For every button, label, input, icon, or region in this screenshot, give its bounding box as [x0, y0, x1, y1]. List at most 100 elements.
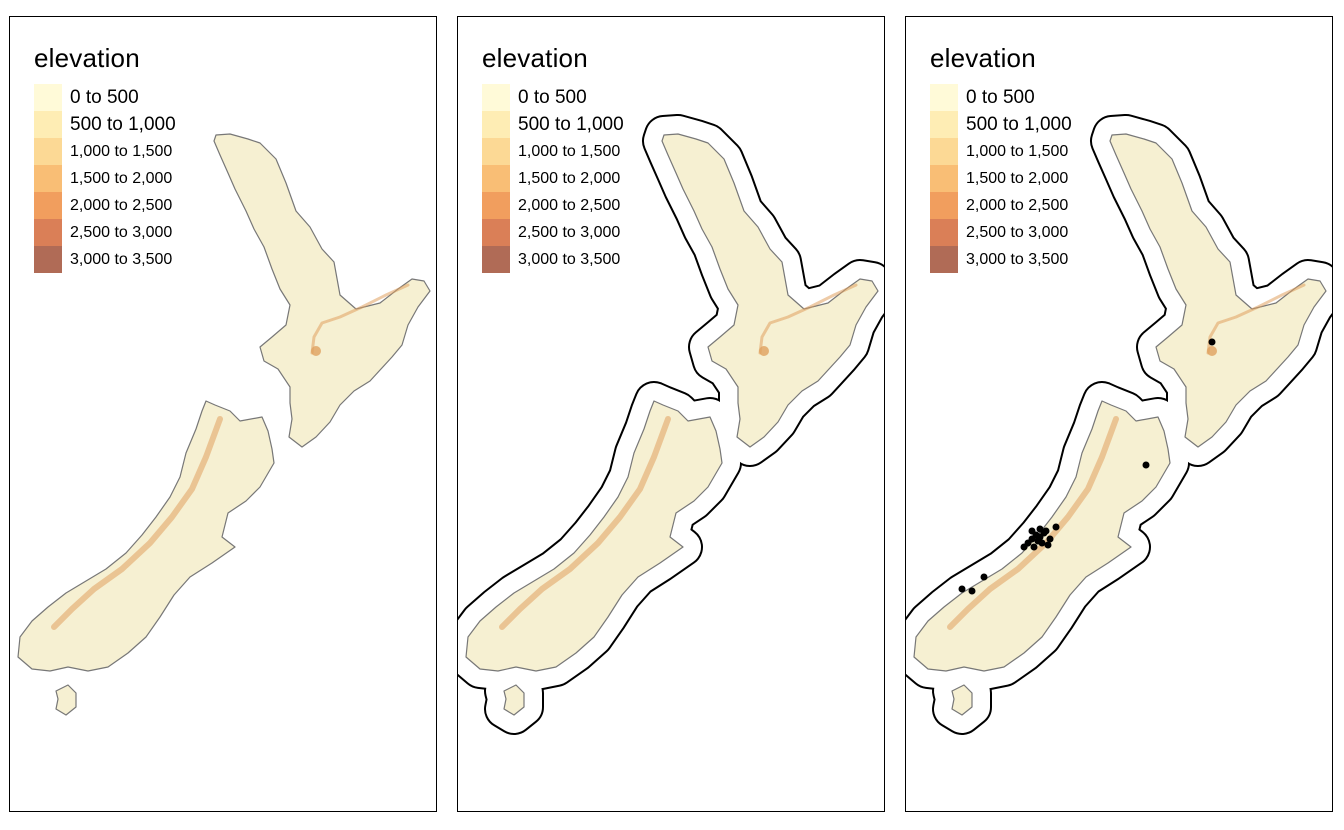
point-marker	[1208, 338, 1216, 346]
legend-label: 3,000 to 3,500	[70, 250, 173, 268]
point-marker	[1042, 527, 1050, 535]
legend-label: 500 to 1,000	[518, 113, 624, 135]
legend-item: 2,000 to 2,500	[930, 192, 1072, 219]
legend-item: 2,000 to 2,500	[482, 192, 624, 219]
legend-swatch	[34, 111, 62, 138]
legend-label: 2,500 to 3,000	[966, 223, 1069, 241]
elevation-buffer-map: elevation 0 to 500 500 to 1,000 1,000 to 1,…	[457, 16, 885, 812]
legend-label: 1,000 to 1,500	[966, 142, 1069, 160]
map-canvas	[458, 114, 884, 735]
legend-item: 2,500 to 3,000	[482, 219, 624, 246]
legend-label: 500 to 1,000	[966, 113, 1072, 135]
legend-label: 1,500 to 2,000	[518, 169, 621, 187]
legend-item: 500 to 1,000	[482, 111, 624, 138]
point-marker	[1046, 535, 1054, 543]
legend-item: 1,500 to 2,000	[930, 165, 1072, 192]
map-canvas	[906, 114, 1332, 735]
legend-item: 1,000 to 1,500	[482, 138, 624, 165]
legend-swatch	[930, 84, 958, 111]
legend-label: 0 to 500	[518, 86, 587, 108]
point-marker	[1036, 525, 1044, 533]
legend-title: elevation	[930, 43, 1036, 73]
legend-swatch	[34, 246, 62, 273]
legend-item: 3,000 to 3,500	[34, 246, 176, 273]
legend-title: elevation	[34, 43, 140, 73]
legend-swatch	[930, 192, 958, 219]
legend-label: 2,500 to 3,000	[70, 223, 173, 241]
legend-label: 3,000 to 3,500	[518, 250, 621, 268]
legend-label: 1,500 to 2,000	[70, 169, 173, 187]
legend-item: 1,500 to 2,000	[34, 165, 176, 192]
legend-swatch	[482, 219, 510, 246]
elevation-map: elevation 0 to 500 500 to 1,000 1,000 to 1,…	[9, 16, 437, 812]
central-ridge	[1206, 283, 1306, 355]
point-marker	[1044, 541, 1052, 549]
point-marker	[1030, 543, 1038, 551]
legend-item: 0 to 500	[34, 84, 176, 111]
volcanic-plateau	[311, 346, 321, 356]
legend-swatch	[930, 138, 958, 165]
legend-label: 2,000 to 2,500	[966, 196, 1069, 214]
legend-label: 3,000 to 3,500	[966, 250, 1069, 268]
legend-swatch	[482, 165, 510, 192]
point-marker	[968, 587, 976, 595]
volcanic-plateau	[759, 346, 769, 356]
legend-item: 1,000 to 1,500	[34, 138, 176, 165]
legend-item: 0 to 500	[930, 84, 1072, 111]
north-island	[661, 133, 879, 448]
legend-item: 1,500 to 2,000	[482, 165, 624, 192]
stewart-island	[55, 684, 77, 716]
north-island	[213, 133, 431, 448]
legend-item: 500 to 1,000	[930, 111, 1072, 138]
point-marker	[1020, 543, 1028, 551]
stewart-island	[503, 684, 525, 716]
volcanic-plateau	[1207, 346, 1217, 356]
legend-item: 0 to 500	[482, 84, 624, 111]
legend: elevation 0 to 500 500 to 1,000 1,000 to 1,…	[482, 43, 624, 273]
legend-label: 0 to 500	[966, 86, 1035, 108]
legend-item: 2,500 to 3,000	[930, 219, 1072, 246]
legend-swatch	[930, 219, 958, 246]
legend-swatch	[482, 192, 510, 219]
legend-swatch	[34, 165, 62, 192]
elevation-buffer-points-map: elevation 0 to 500 500 to 1,000 1,000 to 1,…	[905, 16, 1333, 812]
point-markers	[958, 338, 1216, 595]
legend-swatch	[482, 246, 510, 273]
legend-swatch	[482, 84, 510, 111]
point-marker	[1028, 527, 1036, 535]
legend-label: 2,500 to 3,000	[518, 223, 621, 241]
legend-item: 1,000 to 1,500	[930, 138, 1072, 165]
point-marker	[980, 573, 988, 581]
legend-swatch	[34, 138, 62, 165]
legend-swatch	[34, 219, 62, 246]
legend-swatch	[482, 138, 510, 165]
map-canvas	[17, 133, 431, 716]
point-marker	[1142, 461, 1150, 469]
legend-swatch	[930, 111, 958, 138]
stewart-island	[951, 684, 973, 716]
legend-swatch	[930, 246, 958, 273]
legend-label: 500 to 1,000	[70, 113, 176, 135]
legend-item: 2,500 to 3,000	[34, 219, 176, 246]
legend-item: 3,000 to 3,500	[930, 246, 1072, 273]
legend-item: 3,000 to 3,500	[482, 246, 624, 273]
north-island	[1109, 133, 1327, 448]
southern-alps-ridge	[51, 416, 223, 630]
legend-swatch	[34, 192, 62, 219]
southern-alps-ridge	[499, 416, 671, 630]
legend-label: 1,000 to 1,500	[70, 142, 173, 160]
legend-item: 500 to 1,000	[34, 111, 176, 138]
legend-label: 1,000 to 1,500	[518, 142, 621, 160]
legend-swatch	[34, 84, 62, 111]
legend-label: 2,000 to 2,500	[70, 196, 173, 214]
legend-swatch	[930, 165, 958, 192]
legend-title: elevation	[482, 43, 588, 73]
central-ridge	[758, 283, 858, 355]
central-ridge	[310, 283, 410, 355]
point-marker	[958, 585, 966, 593]
legend-label: 0 to 500	[70, 86, 139, 108]
legend: elevation 0 to 500 500 to 1,000 1,000 to 1,…	[930, 43, 1072, 273]
legend-item: 2,000 to 2,500	[34, 192, 176, 219]
legend-label: 1,500 to 2,000	[966, 169, 1069, 187]
point-marker	[1052, 523, 1060, 531]
